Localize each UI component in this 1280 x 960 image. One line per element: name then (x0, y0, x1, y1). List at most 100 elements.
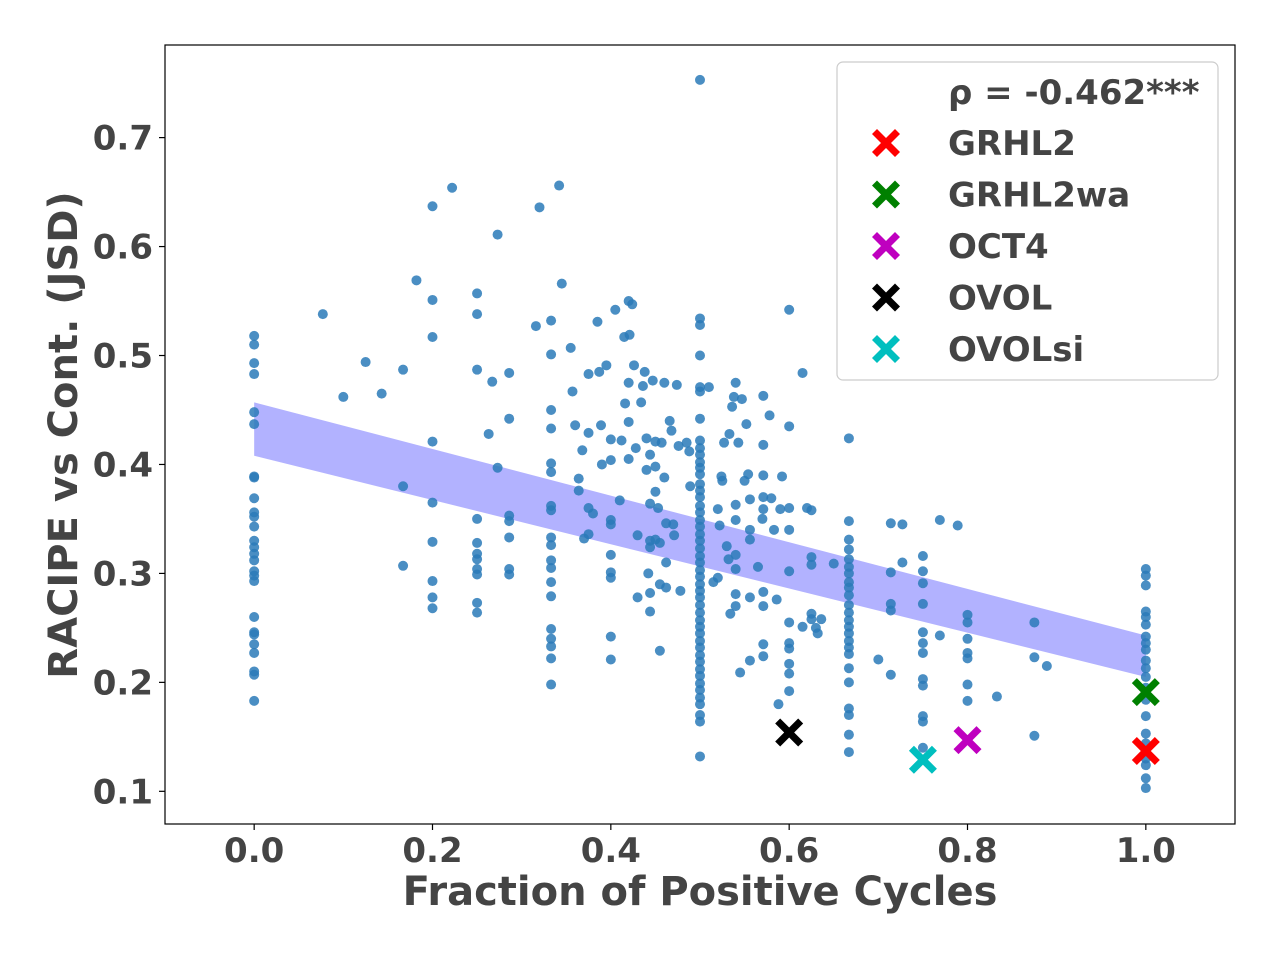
data-point (1029, 617, 1040, 628)
data-point (712, 504, 723, 515)
data-point (695, 571, 705, 582)
y-axis-ticks: 0.1 0.2 0.3 0.4 0.5 0.6 0.7 (93, 119, 165, 812)
data-point (504, 367, 515, 378)
data-point (1140, 711, 1151, 722)
data-point (917, 598, 928, 609)
data-point (546, 532, 557, 543)
data-point (472, 288, 483, 299)
data-point (797, 621, 808, 632)
data-point (594, 366, 605, 377)
data-point (695, 449, 705, 460)
data-point (721, 541, 732, 552)
data-point (620, 398, 631, 409)
data-point (546, 404, 557, 415)
data-point (843, 534, 854, 545)
data-point (695, 543, 705, 554)
data-point (338, 391, 349, 402)
data-point (962, 679, 973, 690)
data-point (885, 605, 896, 616)
data-point (1140, 570, 1151, 581)
y-tick-label: 0.2 (93, 663, 153, 703)
data-point (546, 562, 557, 573)
data-point (1041, 661, 1052, 672)
data-point (843, 582, 854, 593)
data-point (685, 481, 696, 492)
data-point (645, 542, 656, 553)
data-point (730, 601, 741, 612)
data-point (427, 497, 438, 508)
data-point (588, 508, 598, 519)
data-point (661, 582, 672, 593)
data-point (666, 425, 677, 436)
legend-marker-ovol (872, 283, 900, 312)
data-point (843, 747, 854, 758)
data-point (962, 609, 973, 620)
data-point (695, 642, 705, 653)
data-point (573, 485, 584, 496)
data-point (806, 559, 817, 570)
data-point (398, 364, 409, 375)
data-point (546, 577, 557, 588)
data-point (647, 375, 658, 386)
data-point (623, 454, 634, 465)
data-point (623, 377, 634, 388)
data-point (472, 597, 483, 608)
data-point (843, 554, 854, 565)
data-point (843, 568, 854, 579)
data-point (653, 503, 664, 514)
highlight-markers-layer (775, 678, 1160, 774)
data-point (637, 381, 648, 392)
data-point (675, 585, 686, 596)
data-point (885, 567, 896, 578)
data-point (843, 663, 854, 674)
data-point (897, 557, 908, 568)
data-point (1140, 671, 1151, 682)
data-point (427, 576, 438, 587)
data-point (664, 415, 675, 426)
legend-label-oct4: OCT4 (948, 227, 1049, 267)
data-point (843, 628, 854, 639)
data-point (504, 532, 515, 543)
data-point (934, 515, 945, 526)
data-point (806, 505, 817, 516)
legend-marker-grhl2wa (872, 180, 900, 209)
y-axis-label: RACIPE vs Cont. (JSD) (41, 191, 87, 678)
data-point (249, 555, 260, 566)
data-point (605, 631, 616, 642)
data-point (641, 464, 652, 475)
data-point (758, 439, 769, 450)
data-point (784, 658, 795, 669)
data-point (695, 350, 705, 361)
data-point (249, 369, 260, 380)
data-point (917, 627, 928, 638)
data-point (962, 617, 973, 628)
data-point (546, 423, 557, 434)
data-point (1140, 580, 1151, 591)
data-point (797, 367, 808, 378)
data-point (695, 699, 705, 710)
data-point (659, 472, 670, 483)
data-point (546, 653, 557, 664)
data-point (695, 413, 705, 424)
data-point (249, 611, 260, 622)
data-point (744, 494, 755, 505)
data-point (592, 316, 603, 327)
data-point (695, 670, 705, 681)
data-point (472, 309, 483, 320)
data-point (605, 519, 616, 530)
data-point (596, 420, 607, 431)
data-point (806, 614, 817, 625)
data-point (546, 679, 557, 690)
data-point (1140, 728, 1151, 739)
data-point (641, 433, 652, 444)
data-point (249, 419, 260, 430)
data-point (249, 629, 260, 640)
data-point (411, 275, 422, 286)
data-point (546, 623, 557, 634)
data-point (744, 592, 755, 603)
data-point (728, 391, 739, 402)
data-point (843, 607, 854, 618)
data-point (565, 342, 576, 353)
data-point (249, 647, 260, 658)
data-point (730, 564, 741, 575)
